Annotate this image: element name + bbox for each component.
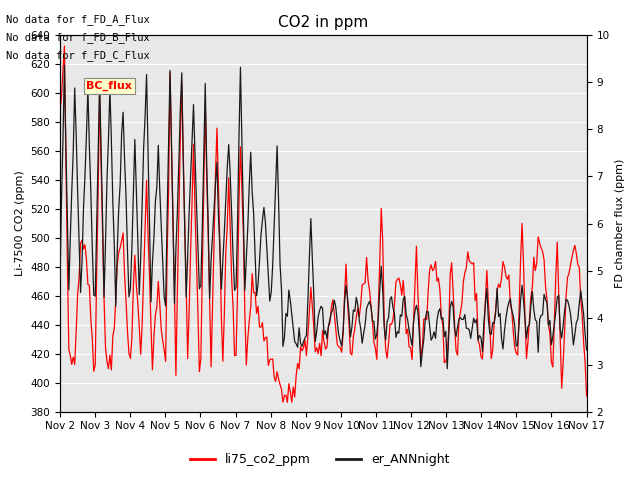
Text: No data for f_FD_C_Flux: No data for f_FD_C_Flux xyxy=(6,50,150,61)
Text: BC_flux: BC_flux xyxy=(86,81,132,91)
Text: No data for f_FD_B_Flux: No data for f_FD_B_Flux xyxy=(6,32,150,43)
Legend: li75_co2_ppm, er_ANNnight: li75_co2_ppm, er_ANNnight xyxy=(186,448,454,471)
Text: No data for f_FD_A_Flux: No data for f_FD_A_Flux xyxy=(6,13,150,24)
Title: CO2 in ppm: CO2 in ppm xyxy=(278,15,369,30)
Y-axis label: Li-7500 CO2 (ppm): Li-7500 CO2 (ppm) xyxy=(15,170,25,276)
Y-axis label: FD chamber flux (ppm): FD chamber flux (ppm) xyxy=(615,159,625,288)
